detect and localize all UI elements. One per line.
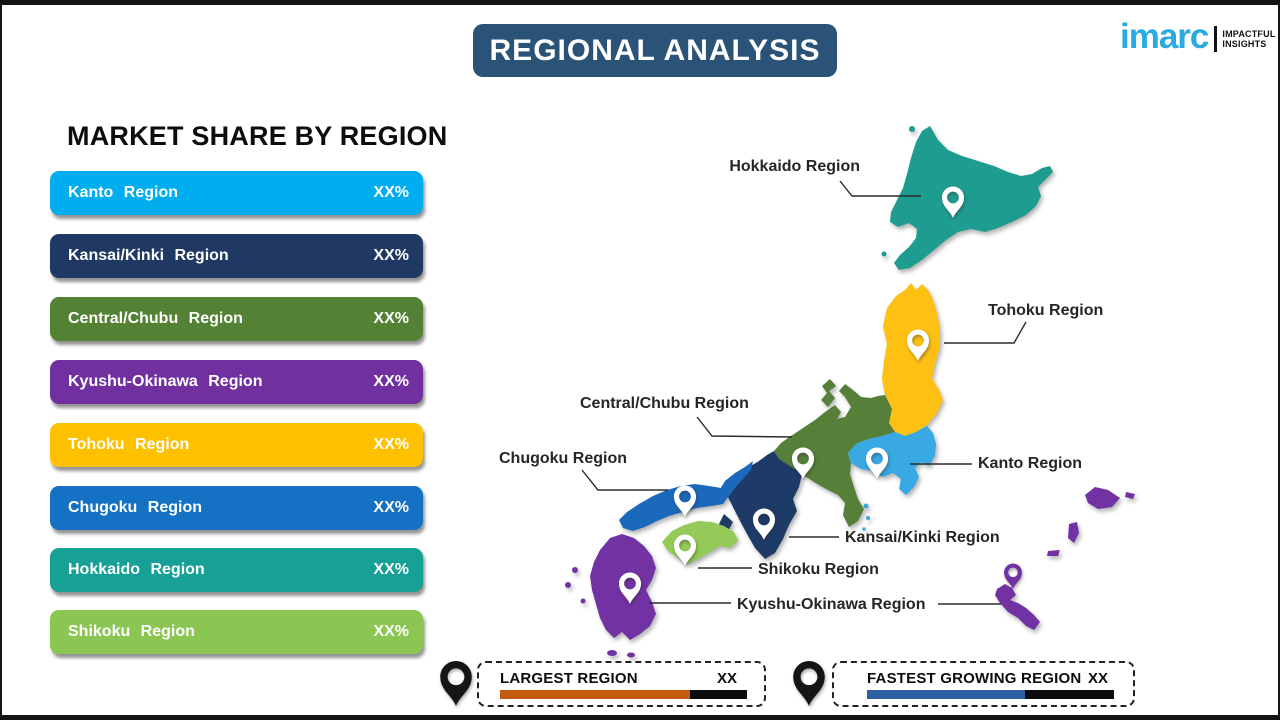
market-share-bar-chugoku: Chugoku Region XX%: [50, 486, 423, 530]
connector-hokkaido: [839, 180, 921, 197]
map-islet-okushiri: [881, 251, 887, 257]
region-value: XX%: [373, 499, 409, 516]
region-label: Kansai/Kinki Region: [68, 247, 229, 264]
map-islet-kyushu-w2: [565, 582, 571, 588]
region-label: Kyushu-Okinawa Region: [68, 373, 263, 390]
market-share-bar-kyushu: Kyushu-Okinawa Region XX%: [50, 360, 423, 404]
map-label-tohoku: Tohoku Region: [988, 302, 1104, 319]
map-islet-kyushu-s2: [627, 652, 635, 658]
map-islet-izu2: [866, 516, 870, 520]
market-share-bar-tohoku: Tohoku Region XX%: [50, 423, 423, 467]
map-islet-okinawa-dash1: [1125, 492, 1135, 499]
legend-largest-label: LARGEST REGION: [500, 670, 638, 687]
market-share-bar-shikoku: Shikoku Region XX%: [50, 610, 423, 654]
region-value: XX%: [373, 247, 409, 264]
region-value: XX%: [373, 310, 409, 327]
frame-edge-bottom: [0, 715, 1280, 720]
legend-fastest-bar-fill: [867, 690, 1026, 699]
pin-legend-fastest: [793, 661, 825, 706]
legend-largest-region: LARGEST REGION XX: [477, 661, 766, 707]
imarc-logo: imarc IMPACTFUL INSIGHTS: [1120, 17, 1276, 56]
map-islet-okinawa-dash2: [1047, 550, 1060, 556]
map-islet-kyushu-s1: [607, 650, 617, 656]
legend-fastest-bar: [867, 690, 1114, 699]
map-islet-sado: [821, 379, 836, 407]
region-value: XX%: [373, 436, 409, 453]
map-label-hokkaido: Hokkaido Region: [729, 158, 860, 175]
map-region-chubu: [774, 384, 895, 527]
region-label: Shikoku Region: [68, 623, 195, 640]
map-label-shikoku: Shikoku Region: [758, 561, 879, 578]
map-islet-kyushu-w3: [580, 598, 586, 604]
region-label: Chugoku Region: [68, 499, 202, 516]
region-value: XX%: [373, 184, 409, 201]
frame-edge-right: [1278, 0, 1280, 720]
legend-largest-bar-fill: [500, 690, 691, 699]
market-share-bar-kanto: Kanto Region XX%: [50, 171, 423, 215]
frame-edge-left: [0, 0, 2, 720]
map-islet-okinawa-mid: [1068, 522, 1079, 543]
map-label-kyushu: Kyushu-Okinawa Region: [737, 596, 926, 613]
map-islet-kyushu-w1: [572, 567, 578, 573]
region-label: Hokkaido Region: [68, 561, 205, 578]
map-region-kanto: [848, 426, 936, 495]
frame-edge-top: [0, 0, 1280, 5]
logo-divider: [1214, 26, 1218, 52]
map-region-hokkaido: [890, 126, 1053, 270]
map-label-chugoku: Chugoku Region: [499, 450, 627, 467]
pin-legend-largest: [440, 661, 472, 706]
map-islet-awaji: [719, 514, 733, 533]
map-label-kansai: Kansai/Kinki Region: [845, 529, 1000, 546]
legend-largest-value: XX: [716, 670, 737, 687]
connector-tohoku: [944, 321, 1027, 344]
region-value: XX%: [373, 373, 409, 390]
imarc-wordmark: imarc: [1120, 17, 1209, 56]
connector-chugoku: [581, 469, 668, 491]
map-label-chubu: Central/Chubu Region: [580, 395, 749, 412]
map-label-kanto: Kanto Region: [978, 455, 1082, 472]
page-title: REGIONAL ANALYSIS: [473, 24, 837, 77]
map-island-okinawa-main: [995, 584, 1040, 630]
legend-fastest-value: XX: [1087, 670, 1108, 687]
legend-fastest-label: FASTEST GROWING REGION: [867, 670, 1082, 687]
map-islet-amami: [1085, 487, 1120, 509]
map-islet-rishiri: [909, 126, 915, 132]
region-label: Tohoku Region: [68, 436, 190, 453]
logo-tagline: IMPACTFUL INSIGHTS: [1222, 29, 1276, 49]
map-islet-izu1: [863, 503, 869, 509]
market-share-bar-chubu: Central/Chubu Region XX%: [50, 297, 423, 341]
region-label: Kanto Region: [68, 184, 178, 201]
map-region-tohoku: [882, 283, 943, 436]
legend-largest-bar: [500, 690, 747, 699]
map-islet-izu3: [862, 527, 866, 531]
market-share-bar-kansai: Kansai/Kinki Region XX%: [50, 234, 423, 278]
region-label: Central/Chubu Region: [68, 310, 243, 327]
region-value: XX%: [373, 561, 409, 578]
map-region-chugoku: [619, 461, 753, 531]
region-value: XX%: [373, 623, 409, 640]
legend-fastest-growing-region: FASTEST GROWING REGION XX: [832, 661, 1135, 707]
market-share-heading: MARKET SHARE BY REGION: [67, 121, 448, 151]
page-title-text: REGIONAL ANALYSIS: [489, 33, 821, 67]
connector-chubu: [696, 416, 793, 438]
market-share-bar-hokkaido: Hokkaido Region XX%: [50, 548, 423, 592]
